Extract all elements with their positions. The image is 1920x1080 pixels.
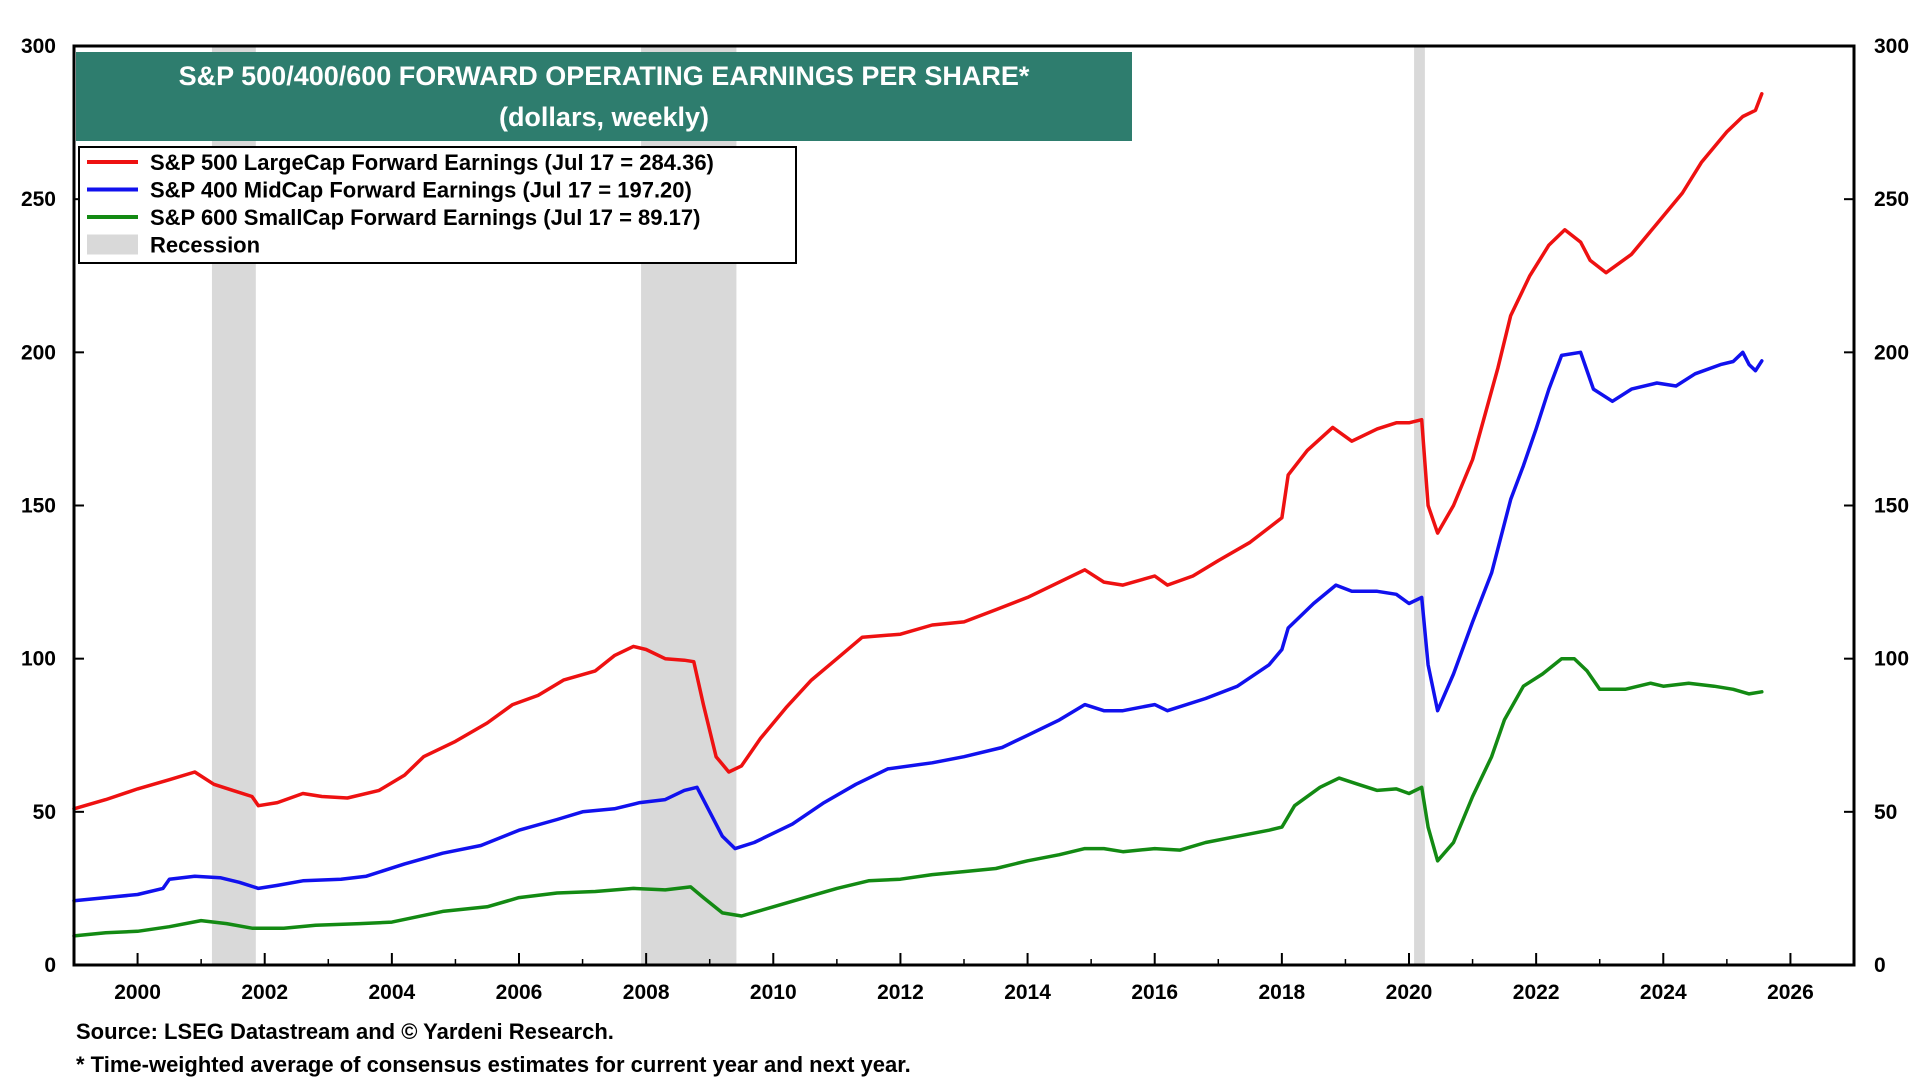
y-tick-label-left-300: 300 (21, 35, 56, 58)
x-tick-label-2016: 2016 (1131, 981, 1178, 1004)
legend-label-2: S&P 400 MidCap Forward Earnings (Jul 17 … (150, 178, 692, 203)
x-tick-label-2002: 2002 (241, 981, 288, 1004)
legend-label-1: S&P 500 LargeCap Forward Earnings (Jul 1… (150, 150, 714, 175)
title-box (76, 52, 1132, 141)
legend-box (78, 146, 797, 264)
y-tick-label-right-200: 200 (1874, 341, 1909, 364)
x-tick-label-2022: 2022 (1513, 981, 1560, 1004)
x-tick-label-2010: 2010 (750, 981, 797, 1004)
y-tick-label-right-300: 300 (1874, 35, 1909, 58)
y-tick-label-left-50: 50 (33, 801, 56, 824)
y-tick-label-left-100: 100 (21, 648, 56, 671)
y-tick-label-left-0: 0 (44, 954, 56, 977)
x-tick-label-2004: 2004 (368, 981, 415, 1004)
x-tick-label-2020: 2020 (1386, 981, 1433, 1004)
y-tick-label-right-150: 150 (1874, 495, 1909, 518)
series-line-2 (72, 350, 1764, 903)
estimate-footnote: * Time-weighted average of consensus est… (76, 1052, 911, 1077)
y-tick-label-right-250: 250 (1874, 188, 1909, 211)
legend-swatch-recession (87, 234, 138, 255)
plot-frame (72, 44, 1856, 967)
x-tick-label-2012: 2012 (877, 981, 924, 1004)
x-tick-label-2006: 2006 (496, 981, 543, 1004)
series-line-1 (72, 92, 1764, 811)
legend-label-3: S&P 600 SmallCap Forward Earnings (Jul 1… (150, 205, 700, 230)
x-tick-label-2018: 2018 (1258, 981, 1305, 1004)
x-tick-label-2000: 2000 (114, 981, 161, 1004)
legend: S&P 500 LargeCap Forward Earnings (Jul 1… (87, 150, 714, 258)
y-axis-ticks: 0 0 50 50 100 100 150 150 200 200 250 250 300 300 (21, 35, 1909, 977)
series-line-3 (72, 656, 1764, 938)
y-tick-label-left-200: 200 (21, 341, 56, 364)
series-lines (72, 92, 1764, 938)
x-axis-ticks: 2000 2002 2004 2006 2008 2010 2012 2014 2016 2018… (73, 953, 1855, 1004)
y-tick-label-left-150: 150 (21, 495, 56, 518)
recession-band-3 (1414, 46, 1425, 965)
y-tick-label-left-250: 250 (21, 188, 56, 211)
y-tick-label-right-100: 100 (1874, 648, 1909, 671)
y-tick-label-right-50: 50 (1874, 801, 1897, 824)
chart-subtitle: (dollars, weekly) (499, 102, 709, 132)
x-tick-label-2024: 2024 (1640, 981, 1687, 1004)
y-tick-label-right-0: 0 (1874, 954, 1886, 977)
legend-label-4: Recession (150, 233, 260, 258)
x-tick-label-2014: 2014 (1004, 981, 1051, 1004)
chart-title: S&P 500/400/600 FORWARD OPERATING EARNIN… (179, 61, 1030, 91)
x-tick-label-2026: 2026 (1767, 981, 1814, 1004)
x-tick-label-2008: 2008 (623, 981, 670, 1004)
source-footnote: Source: LSEG Datastream and © Yardeni Re… (76, 1019, 614, 1044)
